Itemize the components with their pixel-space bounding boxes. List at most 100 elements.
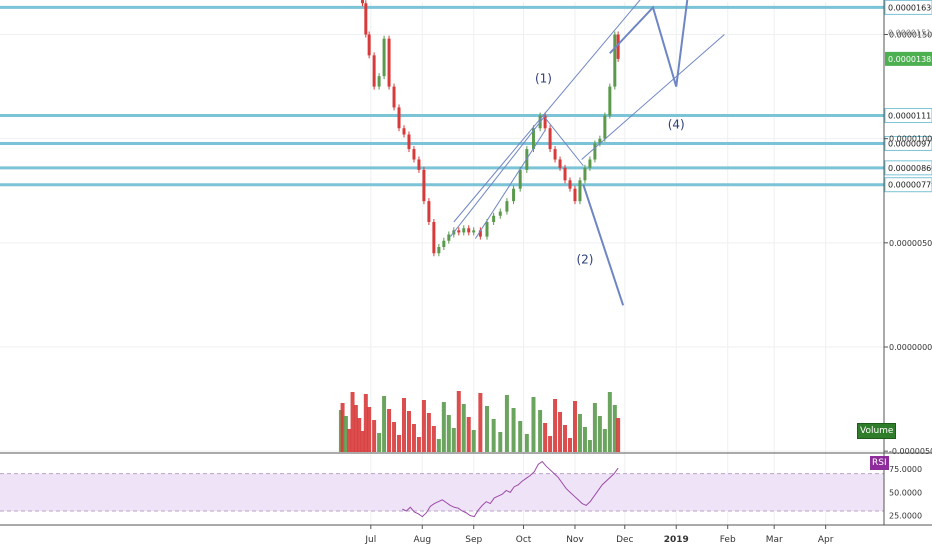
volume-bar: [461, 404, 466, 452]
volume-bar: [548, 436, 553, 452]
x-tick-label: Apr: [818, 535, 834, 545]
volume-bar: [471, 430, 476, 452]
volume-bar: [387, 409, 392, 452]
candle-body: [422, 169, 426, 202]
volume-bar: [531, 397, 536, 452]
x-tick-label: Feb: [720, 535, 736, 545]
volume-bar: [518, 421, 523, 452]
volume-bar: [411, 424, 416, 452]
rsi-tick-label: 50.0000: [889, 488, 922, 497]
volume-bar: [446, 415, 451, 452]
candle-body: [492, 215, 496, 222]
level-label: 0.00000779: [888, 181, 932, 190]
volume-bar: [563, 425, 568, 452]
volume-bar: [582, 427, 587, 452]
volume-bar: [478, 393, 483, 452]
candle-body: [397, 107, 401, 129]
candle-body: [568, 180, 572, 189]
y-tick-label: 0.00000000: [889, 343, 932, 352]
candle-body: [531, 128, 535, 150]
volume-bar: [343, 416, 348, 452]
volume-bar: [392, 422, 397, 452]
last-price-tag: [885, 51, 932, 66]
volume-badge: Volume: [857, 423, 897, 439]
candle-body: [512, 188, 516, 202]
volume-bar: [491, 419, 496, 452]
candle-body: [563, 167, 567, 181]
trendline-2: [581, 34, 725, 160]
candle-body: [447, 234, 451, 241]
x-tick-label: Mar: [766, 535, 783, 545]
volume-bar: [602, 429, 607, 452]
volume-bar: [498, 432, 503, 452]
price-candles: [361, 0, 620, 257]
candle-body: [387, 38, 391, 87]
volume-bar: [360, 431, 365, 452]
candle-body: [613, 34, 617, 87]
volume-bar: [511, 408, 516, 452]
rsi-band: [0, 473, 884, 511]
volume-bar: [402, 398, 406, 452]
candle-body: [382, 38, 386, 77]
level-label: 0.00000860: [888, 164, 932, 173]
trendline-lower: [474, 130, 546, 239]
volume-bar: [340, 403, 345, 452]
volume-bar: [431, 426, 436, 452]
x-tick-label: 2019: [664, 535, 689, 545]
volume-bar: [616, 418, 621, 452]
wave-label: (2): [576, 253, 593, 267]
candle-body: [412, 149, 416, 160]
x-tick-label: Oct: [516, 535, 532, 545]
candle-body: [407, 134, 411, 150]
x-tick-label: Sep: [465, 535, 482, 545]
candle-body: [432, 222, 436, 254]
elliott-wave-drawing[interactable]: (1)(2)(3)(4)(5): [450, 0, 726, 306]
candle-body: [472, 230, 476, 233]
candle-body: [402, 128, 406, 135]
volume-bar: [607, 392, 612, 452]
x-tick-label: Nov: [566, 535, 584, 545]
candle-body: [478, 230, 482, 237]
volume-bar: [466, 417, 471, 452]
candle-body: [598, 138, 602, 144]
volume-bar: [441, 402, 446, 452]
candle-body: [616, 34, 620, 59]
candle-body: [558, 159, 562, 168]
volume-bar: [572, 401, 577, 452]
horizontal-levels[interactable]: 0.000030070.000016300.000011110.00000977…: [0, 0, 932, 193]
volume-bar: [406, 411, 411, 452]
volume-bar: [456, 391, 461, 452]
volume-bar: [363, 394, 368, 452]
candle-body: [603, 115, 607, 139]
volume-bar: [357, 418, 362, 452]
candle-body: [518, 169, 522, 189]
candle-body: [457, 230, 461, 233]
candle-body: [573, 188, 577, 202]
grid: [0, 2, 884, 555]
candle-body: [467, 228, 471, 233]
candle-body: [548, 128, 552, 150]
level-label: 0.00001111: [888, 112, 932, 121]
candle-body: [437, 247, 441, 254]
volume-bar: [377, 433, 382, 452]
volume-bar: [353, 405, 358, 452]
candle-body: [593, 143, 597, 160]
volume-bar: [524, 434, 529, 452]
volume-bar: [382, 396, 387, 452]
candle-body: [578, 180, 582, 202]
volume-bar: [568, 438, 572, 452]
rsi-panel: 75.0000 50.0000 25.0000: [0, 460, 922, 521]
rsi-tick-label: 25.0000: [889, 512, 922, 521]
volume-bars: [338, 391, 621, 452]
volume-bar: [421, 400, 426, 452]
volume-bar: [485, 406, 489, 452]
x-tick-label: Jul: [364, 535, 376, 545]
candle-body: [583, 167, 587, 181]
candle-body: [364, 3, 368, 35]
volume-bar: [451, 428, 456, 452]
